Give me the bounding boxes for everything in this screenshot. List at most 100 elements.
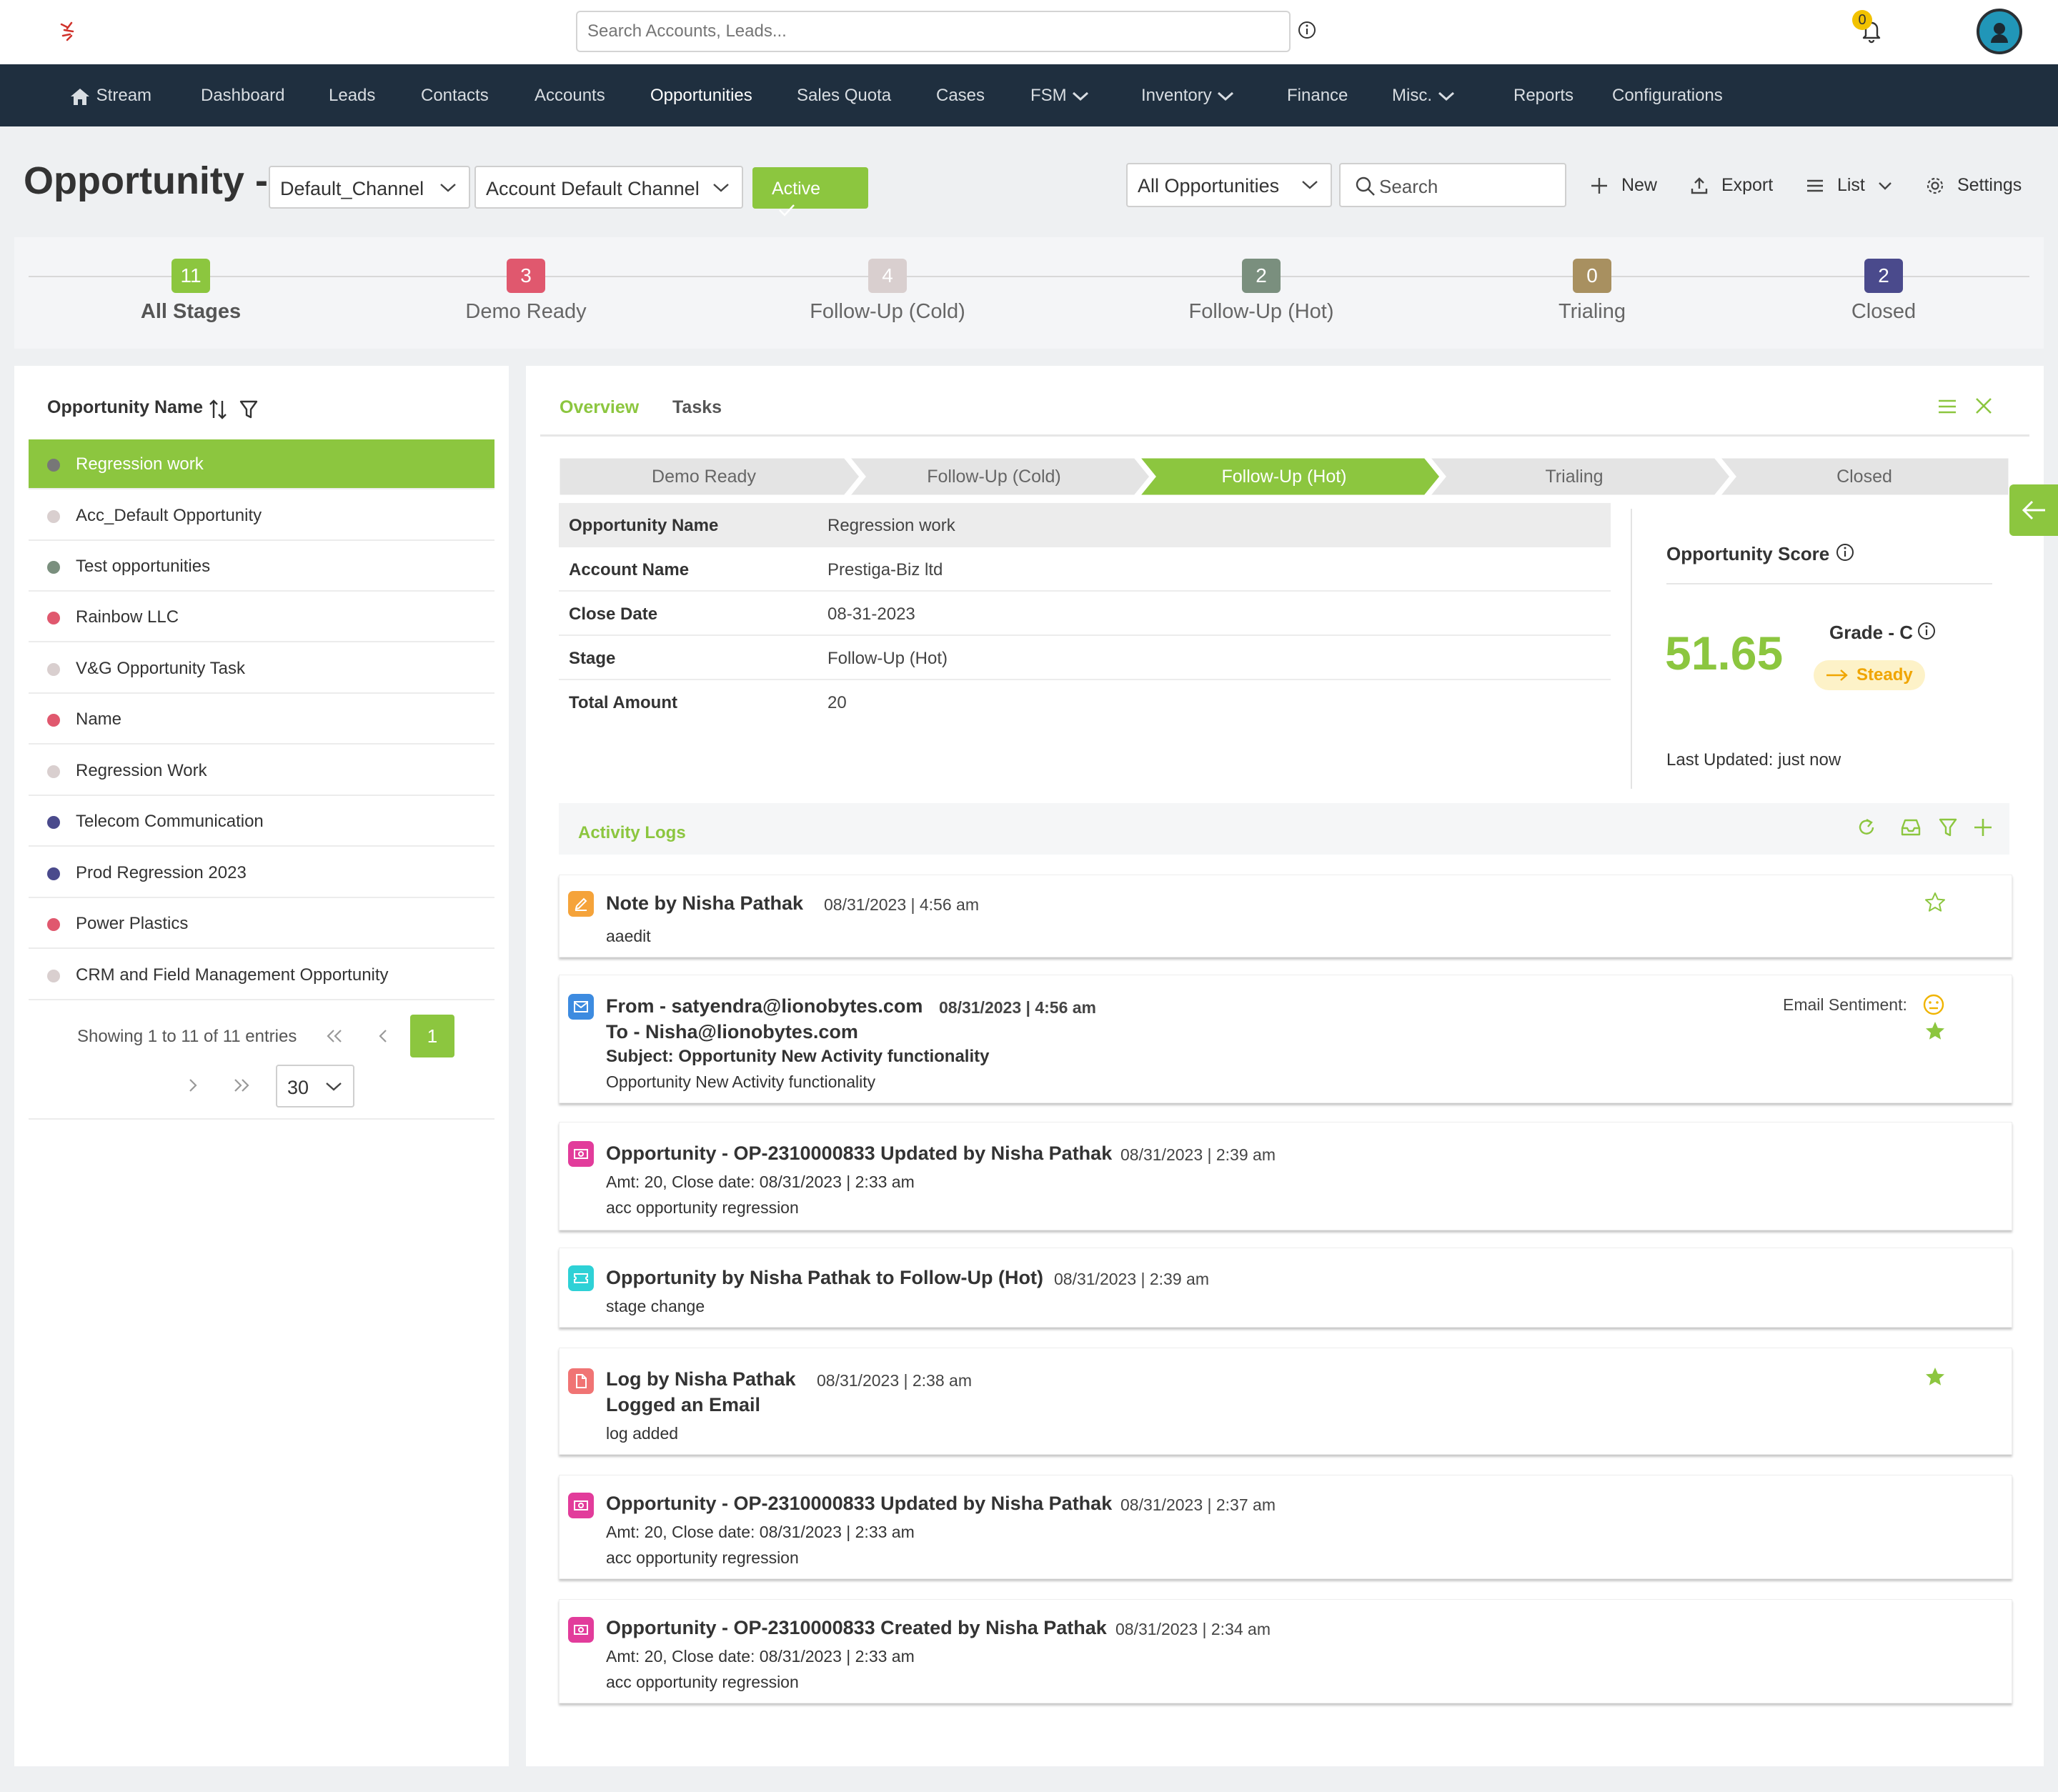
activity-log-item[interactable]: Note by Nisha Pathak 08/31/2023 | 4:56 a… [559,875,2012,957]
list-item[interactable]: Prod Regression 2023 [29,848,494,898]
list-item[interactable]: Power Plastics [29,899,494,949]
close-icon[interactable] [1974,396,1994,416]
log-text: log added [606,1424,679,1443]
page-number-button[interactable]: 1 [410,1015,454,1057]
nav-leads[interactable]: Leads [329,64,375,126]
field-label: Total Amount [569,693,677,712]
stage-trialing[interactable]: 0 Trialing [1485,259,1699,324]
nav-reports[interactable]: Reports [1513,64,1574,126]
filter-icon[interactable] [239,399,259,420]
stage-closed[interactable]: 2 Closed [1776,259,1991,324]
list-item-name: Acc_Default Opportunity [76,506,262,525]
stage-dot [47,612,60,624]
list-item-name: Telecom Communication [76,812,264,831]
next-page-icon[interactable] [186,1077,200,1094]
nav-configurations[interactable]: Configurations [1612,64,1723,126]
new-button[interactable]: New [1589,167,1657,203]
list-item[interactable]: Rainbow LLC [29,592,494,642]
chevron-down-icon [1438,91,1454,101]
stage-count-badge: 4 [868,259,907,293]
info-icon[interactable] [1917,621,1937,641]
nav-inventory[interactable]: Inventory [1141,64,1235,126]
opportunity-search-input[interactable]: Search [1339,163,1566,207]
nav-stream[interactable]: Stream [69,64,151,126]
nav-accounts-label: Accounts [535,86,605,105]
stage-follow-up-hot[interactable]: 2 Follow-Up (Hot) [1154,259,1368,324]
list-item-name: Regression work [76,454,204,474]
nav-opportunities[interactable]: Opportunities [650,64,752,126]
filter-icon[interactable] [1938,817,1958,838]
arrow-right-icon [1826,669,1848,681]
account-channel-select-value: Account Default Channel [486,178,700,199]
score-value: 51.65 [1665,627,1784,680]
collapse-panel-button[interactable] [2009,484,2058,536]
nav-leads-label: Leads [329,86,376,105]
sort-icon[interactable] [207,398,229,421]
nav-dashboard[interactable]: Dashboard [201,64,284,126]
refresh-icon[interactable] [1856,817,1877,838]
global-search-input[interactable] [576,11,1291,52]
list-item[interactable]: CRM and Field Management Opportunity [29,950,494,1000]
list-view-button[interactable]: List [1805,167,1900,203]
view-select[interactable]: All Opportunities [1126,163,1332,207]
activity-log-item[interactable]: Log by Nisha Pathak 08/31/2023 | 2:38 am… [559,1348,2012,1455]
stage-follow-up-cold[interactable]: 4 Follow-Up (Cold) [780,259,995,324]
list-item[interactable]: Regression work [29,439,494,489]
chevron-down-icon [1302,181,1318,189]
nav-misc[interactable]: Misc. [1392,64,1456,126]
pipeline-stage-follow-up-cold[interactable]: Follow-Up (Cold) [927,467,1061,487]
prev-page-icon[interactable] [376,1027,390,1045]
list-item[interactable]: Name [29,695,494,745]
field-label: Opportunity Name [569,516,719,535]
channel-select[interactable]: Default_Channel [269,166,470,209]
list-view-button-label: List [1836,175,1865,195]
nav-sales-quota[interactable]: Sales Quota [797,64,891,126]
pipeline-stage-demo-ready[interactable]: Demo Ready [652,467,756,487]
account-channel-select[interactable]: Account Default Channel [474,166,743,209]
star-filled-icon[interactable] [1924,1365,1947,1388]
per-page-select[interactable]: 30 [276,1065,354,1107]
export-button[interactable]: Export [1689,167,1773,203]
inbox-icon[interactable] [1899,817,1922,838]
nav-accounts[interactable]: Accounts [535,64,605,126]
app-logo[interactable] [57,20,81,44]
menu-icon[interactable] [1937,397,1958,416]
star-outline-icon[interactable] [1924,891,1947,914]
list-item[interactable]: Regression Work [29,746,494,796]
user-avatar[interactable] [1977,9,2022,54]
active-toggle-button[interactable]: Active [752,167,868,217]
nav-finance[interactable]: Finance [1287,64,1348,126]
pipeline-stage-follow-up-hot[interactable]: Follow-Up (Hot) [1221,467,1347,487]
log-date: 08/31/2023 | 2:39 am [1120,1145,1276,1164]
pipeline-stage-trialing[interactable]: Trialing [1545,467,1604,487]
money-icon [568,1493,594,1518]
settings-button[interactable]: Settings [1925,167,2022,203]
list-item[interactable]: Acc_Default Opportunity [29,491,494,541]
info-icon[interactable] [1296,19,1318,41]
settings-button-label: Settings [1957,175,2022,195]
list-item[interactable]: Telecom Communication [29,797,494,847]
activity-log-item[interactable]: From - satyendra@lionobytes.com 08/31/20… [559,975,2012,1103]
stage-all[interactable]: 11 All Stages [84,259,298,324]
tab-tasks[interactable]: Tasks [672,397,722,417]
activity-log-item[interactable]: Opportunity - OP-2310000833 Updated by N… [559,1122,2012,1230]
stage-dot [47,867,60,880]
add-icon[interactable] [1972,817,1994,838]
nav-fsm[interactable]: FSM [1030,64,1090,126]
pipeline-stage-closed[interactable]: Closed [1836,467,1892,487]
activity-log-item[interactable]: Opportunity by Nisha Pathak to Follow-Up… [559,1248,2012,1328]
tab-overview[interactable]: Overview [560,397,640,417]
first-page-icon[interactable] [324,1027,344,1045]
stage-demo-ready[interactable]: 3 Demo Ready [419,259,633,324]
nav-cases-label: Cases [936,86,985,105]
list-item[interactable]: V&G Opportunity Task [29,644,494,694]
nav-cases[interactable]: Cases [936,64,985,126]
info-icon[interactable] [1835,542,1855,562]
activity-log-item[interactable]: Opportunity - OP-2310000833 Updated by N… [559,1475,2012,1579]
activity-log-item[interactable]: Opportunity - OP-2310000833 Created by N… [559,1599,2012,1703]
log-title: Opportunity by Nisha Pathak to Follow-Up… [606,1267,1043,1288]
last-page-icon[interactable] [232,1077,252,1094]
list-item[interactable]: Test opportunities [29,542,494,592]
nav-contacts[interactable]: Contacts [421,64,489,126]
star-filled-icon[interactable] [1924,1020,1947,1042]
